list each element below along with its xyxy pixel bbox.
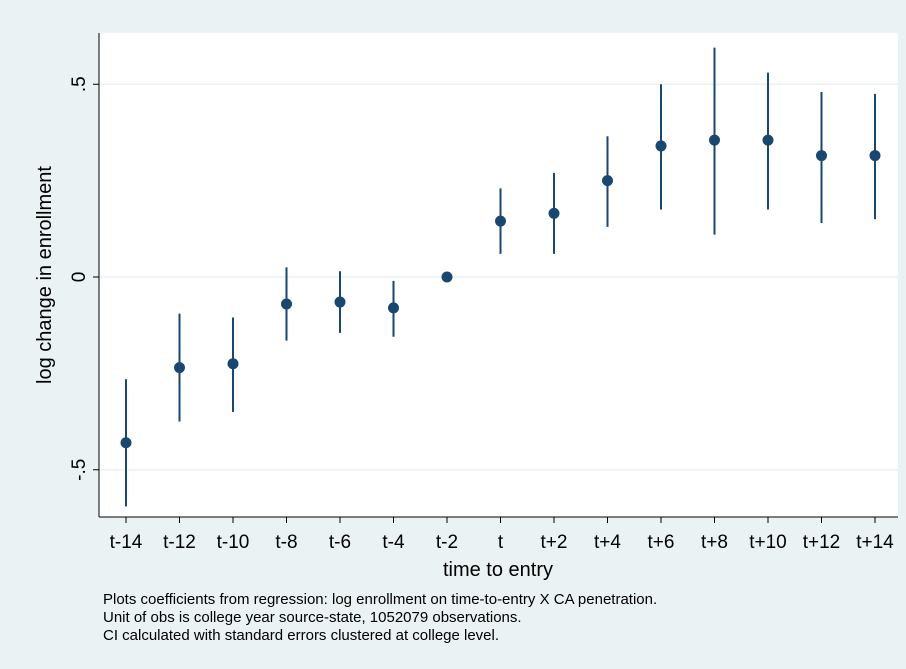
coefficient-point bbox=[227, 358, 239, 370]
x-tick-label: t-6 bbox=[329, 532, 351, 553]
x-tick-label: t-2 bbox=[436, 532, 458, 553]
coefficient-points bbox=[120, 134, 881, 449]
note-line-1: Plots coefficients from regression: log … bbox=[103, 591, 657, 608]
coefficient-point bbox=[602, 175, 613, 187]
x-tick-label: t-14 bbox=[110, 532, 143, 553]
x-axis-title: time to entry bbox=[443, 559, 553, 581]
x-tick-label: t-4 bbox=[382, 532, 405, 553]
coefficient-point bbox=[762, 134, 774, 146]
y-tick-label: .5 bbox=[69, 76, 90, 92]
coefficient-point bbox=[388, 302, 399, 314]
x-tick-label: t+4 bbox=[594, 532, 621, 553]
x-tick-label: t+6 bbox=[648, 532, 675, 553]
coefficient-point bbox=[281, 298, 292, 310]
note-line-3: CI calculated with standard errors clust… bbox=[103, 627, 499, 644]
plot-area bbox=[99, 33, 898, 517]
coefficient-point bbox=[655, 140, 667, 152]
grid-lines bbox=[99, 83, 898, 471]
y-axis-title: log change in enrollment bbox=[34, 166, 56, 384]
coefficient-point bbox=[495, 215, 506, 227]
x-tick-label: t-10 bbox=[217, 532, 250, 553]
coefficient-point bbox=[709, 134, 720, 146]
x-tick-label: t+10 bbox=[749, 532, 787, 553]
x-ticks: t-14 t-12 t-10 t-8 t-6 t-4 t-2 t t+2 t+4 t+6 t+8 t+1… bbox=[110, 517, 894, 553]
coefficient-point bbox=[816, 150, 827, 162]
coefficient-point bbox=[174, 362, 185, 374]
x-tick-label: t-8 bbox=[275, 532, 297, 553]
y-ticks: -.5 0 .5 bbox=[69, 76, 99, 481]
x-tick-label: t+2 bbox=[541, 532, 568, 553]
coefficient-point bbox=[334, 296, 346, 308]
coefficient-point bbox=[441, 271, 453, 283]
coefficient-point bbox=[548, 207, 560, 219]
x-tick-label: t bbox=[498, 532, 504, 553]
y-tick-label: 0 bbox=[69, 272, 90, 283]
coefficient-point bbox=[869, 150, 881, 162]
x-tick-label: t+8 bbox=[701, 532, 728, 553]
coefficient-point bbox=[120, 437, 132, 449]
y-tick-label: -.5 bbox=[69, 459, 90, 481]
note-line-2: Unit of obs is college year source-state… bbox=[103, 609, 522, 626]
x-tick-label: t+14 bbox=[856, 532, 894, 553]
x-tick-label: t-12 bbox=[163, 532, 196, 553]
x-tick-label: t+12 bbox=[803, 532, 841, 553]
